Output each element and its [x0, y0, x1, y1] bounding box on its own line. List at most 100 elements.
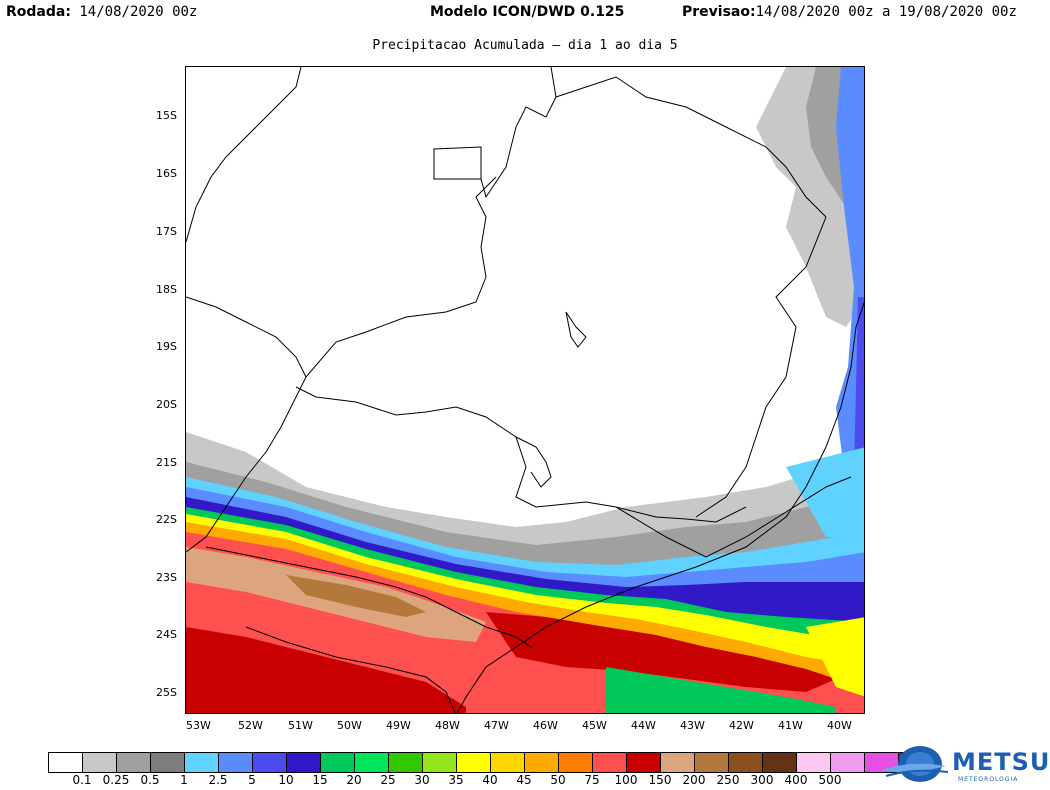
lon-tick: 47W [484, 719, 509, 732]
legend-swatch [491, 753, 525, 772]
state-boundaries [186, 67, 864, 713]
lat-tick: 23S [156, 571, 177, 584]
legend-label: 25 [380, 773, 396, 787]
lon-tick: 42W [729, 719, 754, 732]
precip-red-dark-band [486, 612, 836, 692]
coastline [456, 301, 864, 713]
legend-label: 5 [248, 773, 256, 787]
boundary-pr-sc [245, 626, 456, 713]
map-canvas [186, 67, 864, 713]
model-info: Modelo ICON/DWD 0.125 [430, 4, 624, 20]
boundary-sp-pr [205, 546, 532, 648]
lat-tick: 24S [156, 628, 177, 641]
boundary-mg-es [695, 216, 827, 518]
legend-label: 250 [716, 773, 740, 787]
metsul-logo: METSUL METEOROLOGIA [880, 742, 1050, 790]
forecast-value: 14/08/2020 00z a 19/08/2020 00z [755, 4, 1017, 20]
precip-green-south-patch [606, 667, 836, 713]
legend-swatch [151, 753, 185, 772]
legend-swatch [117, 753, 151, 772]
lon-tick: 46W [533, 719, 558, 732]
lat-tick: 16S [156, 167, 177, 180]
legend-label: 40 [482, 773, 498, 787]
precip-red-dark-south [186, 627, 466, 713]
boundary-ms-sp [186, 376, 307, 553]
legend-label: 300 [750, 773, 774, 787]
lon-tick: 44W [631, 719, 656, 732]
lon-tick: 43W [680, 719, 705, 732]
precip-purple-coast [854, 297, 864, 484]
boundary-go-ms [186, 176, 497, 378]
lon-tick: 45W [582, 719, 607, 732]
legend-label: 10 [278, 773, 294, 787]
boundary-go-mg [480, 67, 557, 199]
logo-wordmark: METSUL [952, 748, 1050, 776]
legend-label: 100 [614, 773, 638, 787]
boundary-go-mt [186, 67, 302, 243]
forecast-info: Previsao:14/08/2020 00z a 19/08/2020 00z [682, 4, 1017, 20]
legend-label: 0.5 [140, 773, 160, 787]
legend-label: 500 [818, 773, 842, 787]
lon-tick: 48W [435, 719, 460, 732]
legend-label: 30 [414, 773, 430, 787]
lat-tick: 25S [156, 686, 177, 699]
lon-tick: 41W [778, 719, 803, 732]
map-subtitle: Precipitacao Acumulada — dia 1 ao dia 5 [372, 38, 678, 53]
legend-labels: 0.1 0.25 0.5 1 2.5 5 10 15 20 25 30 35 40 45 50 75 100 15… [0, 773, 900, 789]
lon-tick: 52W [238, 719, 263, 732]
legend-label: 20 [346, 773, 362, 787]
globe-icon [882, 746, 949, 782]
lon-tick: 53W [186, 719, 211, 732]
legend-label: 35 [448, 773, 464, 787]
lat-tick: 18S [156, 283, 177, 296]
legend-label: 45 [516, 773, 532, 787]
legend-swatch [83, 753, 117, 772]
precip-yellow-east [806, 617, 864, 697]
river-furnas [565, 311, 587, 348]
legend-label: 200 [682, 773, 706, 787]
lon-tick: 49W [386, 719, 411, 732]
boundary-rj [615, 476, 852, 558]
logo-tagline: METEOROLOGIA [958, 776, 1019, 783]
lat-tick: 22S [156, 513, 177, 526]
legend-swatch [185, 753, 219, 772]
boundary-df [433, 146, 482, 180]
legend-swatch [593, 753, 627, 772]
legend-swatch [253, 753, 287, 772]
legend-label: 75 [584, 773, 600, 787]
run-label: Rodada: [6, 4, 71, 20]
legend-swatch [287, 753, 321, 772]
legend-label: 50 [550, 773, 566, 787]
forecast-label: Previsao: [682, 4, 756, 20]
river-paranaiba [515, 436, 552, 488]
legend-swatch [695, 753, 729, 772]
legend-label: 150 [648, 773, 672, 787]
precip-brown-area [286, 575, 426, 617]
legend-swatch [389, 753, 423, 772]
legend-swatch [525, 753, 559, 772]
lat-tick: 17S [156, 225, 177, 238]
legend-swatch [729, 753, 763, 772]
precipitation-map [185, 66, 865, 714]
legend-swatch [661, 753, 695, 772]
lat-tick: 15S [156, 109, 177, 122]
legend-label: 15 [312, 773, 328, 787]
legend-swatch [355, 753, 389, 772]
legend-label: 1 [180, 773, 188, 787]
legend-label: 0.1 [72, 773, 92, 787]
legend-swatch [559, 753, 593, 772]
model-label: Modelo ICON/DWD 0.125 [430, 4, 625, 20]
legend-label: 2.5 [208, 773, 228, 787]
legend-swatch [219, 753, 253, 772]
run-value: 14/08/2020 00z [79, 4, 198, 20]
boundary-mg-ba [555, 76, 827, 218]
run-info: Rodada: 14/08/2020 00z [6, 4, 197, 20]
lat-tick: 20S [156, 398, 177, 411]
lon-tick: 40W [827, 719, 852, 732]
legend-swatch [49, 753, 83, 772]
boundary-mg-sp [295, 386, 747, 523]
legend-swatch [763, 753, 797, 772]
lon-tick: 51W [288, 719, 313, 732]
legend-swatch [457, 753, 491, 772]
legend-swatch [627, 753, 661, 772]
